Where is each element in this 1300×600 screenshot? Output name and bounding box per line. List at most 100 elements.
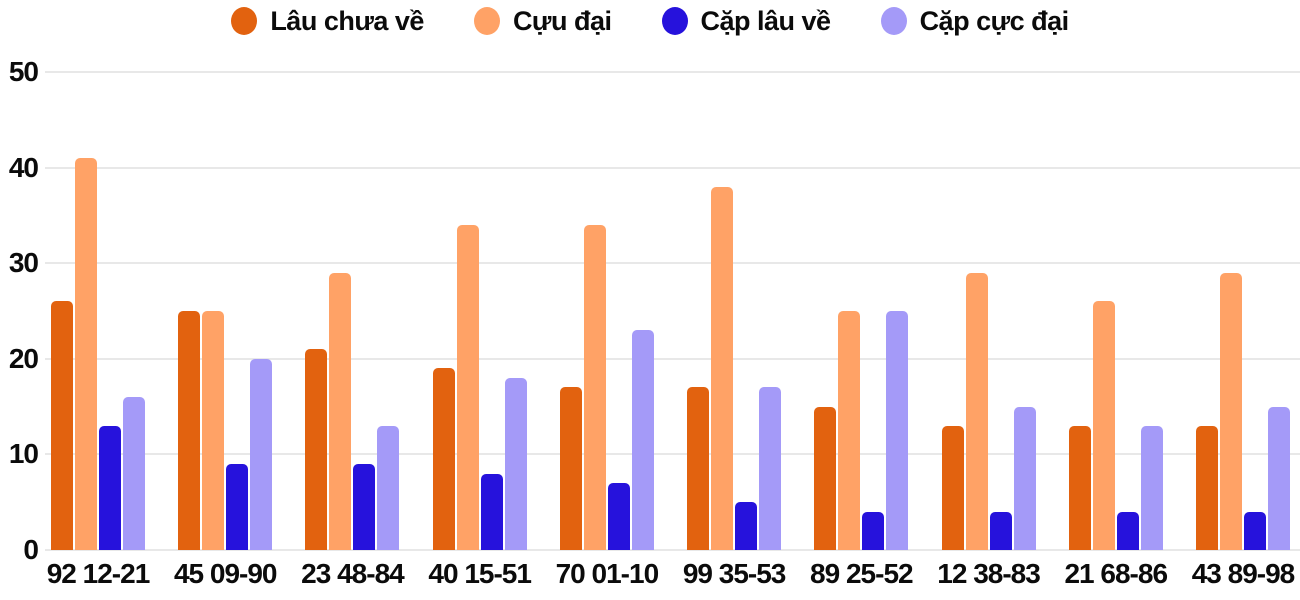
legend-label: Cặp cực đại	[919, 5, 1070, 36]
y-axis: 0 10 20 30 40 50	[0, 0, 39, 600]
bar[interactable]	[583, 224, 606, 550]
gridline	[45, 71, 1300, 73]
legend-marker-icon	[661, 7, 688, 35]
bar[interactable]	[432, 368, 455, 550]
plot-area	[45, 71, 1300, 551]
plot-groups	[45, 72, 1300, 550]
bar[interactable]	[250, 358, 273, 550]
bar[interactable]	[759, 387, 782, 550]
x-axis-category-label: 23 48-84	[301, 558, 405, 590]
bar[interactable]	[631, 330, 654, 550]
x-axis-category-text: 99 35-53	[682, 558, 787, 589]
y-axis-tick-label: 30	[8, 247, 39, 279]
bar[interactable]	[989, 511, 1012, 550]
bar[interactable]	[353, 463, 376, 550]
x-axis-category-text: 21 68-86	[1064, 558, 1168, 589]
y-axis-tick-label: 40	[8, 151, 39, 183]
gridline	[45, 262, 1300, 265]
bar[interactable]	[1092, 301, 1115, 550]
bar-group-7	[814, 72, 909, 550]
bar-group-9	[1068, 72, 1163, 550]
bar-group-1	[51, 72, 145, 550]
bar[interactable]	[456, 224, 479, 550]
bar[interactable]	[838, 311, 861, 550]
legend-item-1[interactable]: Lâu chưa về	[231, 6, 424, 37]
bar[interactable]	[1068, 425, 1091, 550]
x-axis-category-text: 43 89-98	[1191, 558, 1296, 589]
bar-group-6	[687, 72, 782, 550]
bar-group-2	[178, 72, 273, 550]
bar[interactable]	[1140, 425, 1163, 550]
x-axis-category-label: 89 25-52	[810, 558, 914, 590]
x-axis-category-text: 12 38-83	[937, 558, 1041, 589]
x-axis-category-label: 70 01-10	[556, 558, 660, 590]
x-axis-labels: 92 12-21 45 09-90 23 48-84 40 15-51 70 01-10…	[45, 558, 1300, 590]
bar[interactable]	[941, 425, 964, 550]
x-axis-category-label: 92 12-21	[47, 558, 151, 590]
legend-label: Cựu đại	[512, 5, 612, 36]
x-axis-category-label: 99 35-53	[683, 558, 787, 590]
x-axis-category-label: 43 89-98	[1192, 558, 1296, 590]
bar-group-8	[941, 72, 1036, 550]
legend-marker-icon	[473, 7, 500, 35]
bar[interactable]	[305, 349, 328, 550]
x-axis-category-text: 23 48-84	[301, 558, 405, 589]
gridline	[45, 549, 1300, 551]
legend-label: Lâu chưa về	[270, 5, 424, 36]
bar-group-3	[305, 72, 400, 550]
y-axis-tick-label: 0	[23, 534, 39, 565]
bar[interactable]	[862, 511, 885, 550]
bar-group-10	[1195, 72, 1290, 550]
bar[interactable]	[711, 186, 734, 550]
bar[interactable]	[226, 463, 249, 550]
legend-marker-icon	[880, 7, 907, 35]
legend-item-2[interactable]: Cựu đại	[473, 5, 612, 37]
x-axis-category-label: 45 09-90	[174, 558, 278, 590]
y-axis-tick-label: 20	[8, 342, 39, 374]
y-axis-tick-label: 50	[8, 56, 39, 87]
bar-group-5	[559, 72, 654, 550]
bar[interactable]	[687, 387, 710, 550]
bar[interactable]	[178, 311, 201, 550]
bar[interactable]	[1243, 511, 1266, 550]
bar[interactable]	[886, 311, 909, 550]
bar-group-4	[432, 72, 527, 550]
legend: Lâu chưa về Cựu đại Cặp lâu về Cặp cực đại	[0, 2, 1300, 40]
x-axis-category-text: 45 09-90	[173, 558, 278, 589]
bar[interactable]	[559, 387, 582, 550]
bar[interactable]	[965, 272, 988, 550]
bar[interactable]	[75, 158, 97, 550]
bar[interactable]	[1116, 511, 1139, 550]
bar[interactable]	[504, 377, 527, 550]
bar[interactable]	[1013, 406, 1036, 550]
bar[interactable]	[607, 483, 630, 550]
bar[interactable]	[1195, 425, 1218, 550]
bar[interactable]	[814, 406, 837, 550]
x-axis-category-label: 40 15-51	[428, 558, 532, 590]
x-axis-category-label: 21 68-86	[1064, 558, 1168, 590]
legend-item-3[interactable]: Cặp lâu về	[661, 5, 832, 37]
bar[interactable]	[480, 473, 503, 550]
legend-item-4[interactable]: Cặp cực đại	[880, 5, 1070, 37]
gridline	[45, 166, 1300, 169]
y-axis-tick-label: 10	[8, 438, 39, 470]
gridline	[45, 453, 1300, 456]
x-axis-category-text: 89 25-52	[810, 558, 914, 589]
x-axis-category-label: 12 38-83	[937, 558, 1041, 590]
x-axis-category-text: 70 01-10	[555, 558, 660, 589]
legend-marker-icon	[231, 7, 258, 35]
x-axis-category-text: 40 15-51	[428, 558, 532, 589]
bar[interactable]	[99, 425, 121, 550]
bar[interactable]	[202, 311, 225, 550]
legend-label: Cặp lâu về	[700, 5, 832, 36]
x-axis-category-text: 92 12-21	[46, 558, 151, 589]
bar[interactable]	[377, 425, 400, 550]
bar[interactable]	[1219, 272, 1242, 550]
bar[interactable]	[123, 397, 145, 550]
bar[interactable]	[1267, 406, 1290, 550]
bar[interactable]	[329, 272, 352, 550]
gridline	[45, 357, 1300, 360]
bar[interactable]	[735, 502, 758, 550]
bar[interactable]	[51, 301, 73, 550]
